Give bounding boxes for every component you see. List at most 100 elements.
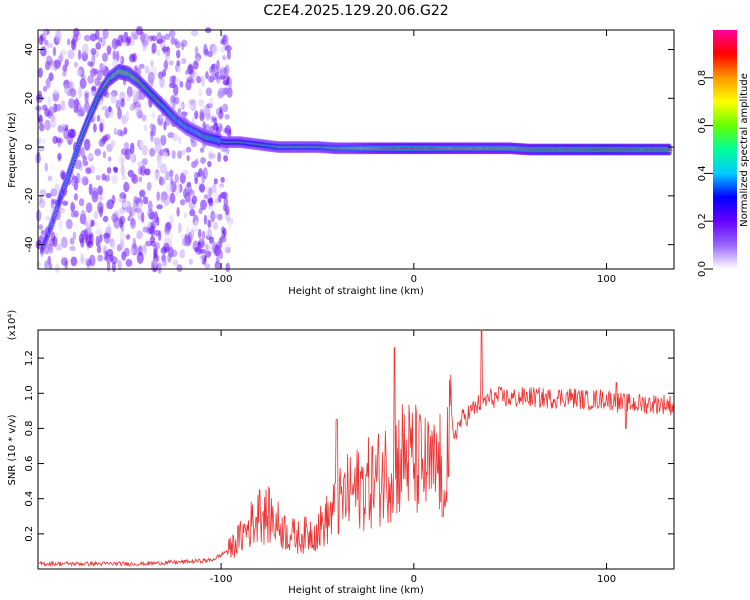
spectrogram-noise-blob [184, 191, 191, 203]
spectrogram-noise-blob [36, 137, 43, 145]
spectrogram-noise-blob [153, 241, 161, 250]
spectrogram-noise-blob [67, 128, 75, 139]
spectrogram-noise-blob [169, 30, 176, 38]
spectrogram-noise-blob [176, 49, 181, 59]
spectrogram-noise-blob [69, 88, 77, 98]
spectrogram-noise-blob [179, 249, 186, 259]
spectrogram-noise-blob [141, 114, 147, 122]
spectrogram-noise-blob [94, 221, 101, 228]
spectrogram-noise-blob [132, 237, 137, 250]
spectrogram-noise-blob [169, 192, 176, 204]
y-tick-label: 1.2 [24, 350, 35, 366]
spectrogram-noise-blob [70, 201, 75, 211]
spectrogram-noise-blob [113, 167, 119, 174]
spectrogram-noise-blob [102, 52, 108, 62]
spectrogram-noise-blob [52, 236, 58, 248]
spectrogram-noise-blob [138, 190, 145, 198]
spectrogram-noise-blob [163, 60, 169, 70]
spectrogram-noise-blob [156, 49, 161, 56]
spectrogram-noise-blob [156, 216, 160, 227]
spectrogram-noise-blob [221, 191, 228, 200]
spectrogram-noise-blob [110, 113, 118, 120]
spectrogram-noise-blob [135, 105, 143, 118]
spectrogram-noise-blob [144, 65, 150, 74]
spectrogram-noise-blob [116, 129, 123, 137]
spectrogram-noise-blob [182, 169, 189, 176]
spectrogram-noise-blob [190, 228, 195, 239]
spectrogram-noise-blob [224, 64, 230, 75]
spectrogram-noise-blob [219, 66, 226, 77]
spectrogram-noise-blob [60, 49, 68, 56]
spectrogram-noise-blob [139, 140, 145, 149]
spectrogram-noise-blob [77, 49, 82, 60]
spectrogram-noise-blob [218, 249, 224, 260]
spectrogram-noise-blob [57, 152, 62, 162]
spectrogram-noise-blob [123, 127, 128, 135]
spectrogram-noise-blob [98, 196, 103, 203]
spectrogram-noise-blob [223, 155, 228, 162]
spectrogram-noise-blob [83, 34, 92, 42]
spectrogram-noise-blob [93, 211, 99, 220]
spectrogram-noise-blob [95, 227, 103, 236]
spectrogram-noise-blob [100, 63, 106, 71]
spectrogram-noise-blob [130, 216, 135, 226]
colorbar-label: Normalized spectral amplitude [739, 73, 750, 227]
spectrogram-noise-blob [125, 258, 133, 267]
spectrogram-noise-blob [200, 157, 206, 164]
spectrogram-noise-blob [101, 105, 108, 111]
spectrogram-noise-blob [70, 38, 76, 50]
spectrogram-noise-blob [125, 234, 131, 240]
colorbar-tick-label: 0.0 [697, 261, 708, 277]
spectrogram-noise-blob [47, 255, 52, 265]
spectrogram-noise-blob [67, 81, 73, 91]
spectrogram-noise-blob [199, 253, 205, 262]
spectrogram-noise-blob [78, 86, 83, 98]
spectrogram-noise-blob [38, 67, 43, 78]
spectrogram-noise-blob [101, 173, 107, 181]
spectrogram-noise-blob [170, 249, 178, 258]
spectrogram-noise-blob [126, 86, 133, 98]
spectrogram-noise-blob [39, 189, 47, 196]
spectrogram-noise-blob [207, 228, 212, 238]
spectrogram-noise-blob [172, 259, 178, 267]
spectrogram-noise-blob [205, 87, 213, 97]
spectrogram-noise-blob [85, 202, 93, 214]
spectrogram-noise-blob [142, 44, 147, 52]
spectrogram-noise-blob [111, 240, 116, 250]
spectrogram-noise-blob [62, 200, 69, 206]
spectrogram-noise-blob [169, 169, 174, 178]
x-tick-label: -100 [210, 574, 233, 585]
spectrogram-noise-blob [153, 229, 160, 237]
snr-x-axis-label: Height of straight line (km) [288, 585, 424, 596]
spectrogram-noise-blob [204, 243, 209, 254]
spectrogram-noise-blob [71, 177, 77, 187]
colorbar-tick-label: 0.6 [697, 118, 708, 134]
spectrogram-noise-blob [84, 92, 89, 104]
spectrogram-noise-blob [214, 261, 221, 270]
spectrogram-noise-blob [44, 162, 49, 172]
spectrogram-noise-blob [120, 148, 128, 156]
spectrogram-noise-blob [119, 231, 125, 243]
spectrogram-noise-blob [96, 70, 103, 81]
spectrogram-noise-blob [212, 221, 219, 231]
spectrogram-noise-blob [156, 39, 164, 45]
spectrogram-noise-blob [45, 192, 52, 199]
snr-y-multiplier: (x10⁴) [7, 310, 18, 341]
spectrogram-noise-blob [159, 176, 166, 186]
spectrogram-noise-blob [160, 195, 165, 203]
spectrogram-noise-blob [164, 33, 171, 40]
spectrogram-noise-blob [203, 105, 208, 116]
spectrogram-noise-blob [219, 184, 224, 194]
spectrogram-noise-blob [143, 124, 148, 132]
colorbar-ticks: 0.0 0.2 0.4 0.6 0.8 [697, 70, 713, 277]
x-tick-label: 100 [597, 574, 616, 585]
spectrogram-noise-blob [129, 53, 136, 63]
spectrogram-noise-blob [204, 263, 211, 269]
spectrogram-noise-blob [198, 207, 203, 215]
spectrogram-noise-blob [181, 42, 185, 51]
spectrogram-noise-blob [44, 215, 51, 221]
spectrogram-noise-blob [85, 167, 92, 175]
spectrogram-noise-blob [224, 113, 230, 120]
spectrogram-noise-blob [188, 63, 193, 72]
